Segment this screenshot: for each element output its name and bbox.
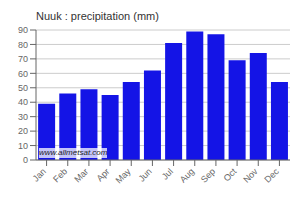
svg-text:50: 50: [18, 83, 28, 93]
svg-text:Jan: Jan: [31, 166, 48, 183]
html-text:Nuuk : precipitation (mm): Nuuk : precipitation (mm): [36, 10, 159, 22]
svg-text:Dec: Dec: [262, 166, 281, 185]
svg-text:30: 30: [18, 112, 28, 122]
svg-text:0: 0: [23, 155, 28, 165]
svg-text:Jun: Jun: [136, 166, 153, 183]
svg-text:Jul: Jul: [160, 166, 175, 181]
svg-text:80: 80: [18, 40, 28, 50]
svg-text:20: 20: [18, 126, 28, 136]
svg-text:Mar: Mar: [72, 166, 90, 184]
svg-text:Feb: Feb: [51, 166, 69, 184]
svg-text:May: May: [114, 166, 133, 185]
svg-text:Aug: Aug: [178, 166, 196, 184]
html-text:www.allmetsat.com: www.allmetsat.com: [39, 148, 108, 157]
svg-text:Apr: Apr: [95, 166, 112, 183]
svg-text:90: 90: [18, 25, 28, 35]
svg-text:Sep: Sep: [199, 166, 217, 184]
svg-text:Nov: Nov: [241, 166, 260, 185]
svg-text:Oct: Oct: [222, 166, 239, 183]
svg-text:70: 70: [18, 54, 28, 64]
svg-text:10: 10: [18, 141, 28, 151]
svg-text:60: 60: [18, 69, 28, 79]
svg-text:40: 40: [18, 97, 28, 107]
